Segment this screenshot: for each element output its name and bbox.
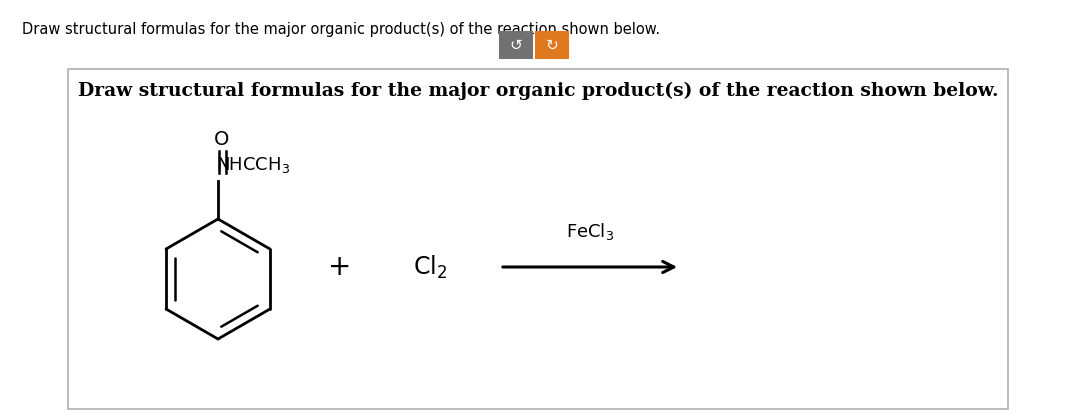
Bar (499, 31, 534, 59)
Bar (535, 31, 569, 59)
Text: O: O (214, 130, 230, 149)
Text: NHCCH$_3$: NHCCH$_3$ (216, 155, 291, 175)
Text: FeCl$_3$: FeCl$_3$ (566, 221, 615, 242)
Text: +: + (328, 253, 352, 281)
Bar (68, 69, 1008, 409)
Text: Draw structural formulas for the major organic product(s) of the reaction shown : Draw structural formulas for the major o… (78, 82, 998, 100)
Text: ↻: ↻ (545, 38, 558, 53)
Text: Cl$_2$: Cl$_2$ (413, 254, 447, 281)
Text: Draw structural formulas for the major organic product(s) of the reaction shown : Draw structural formulas for the major o… (22, 22, 660, 37)
Text: ↺: ↺ (510, 38, 523, 53)
